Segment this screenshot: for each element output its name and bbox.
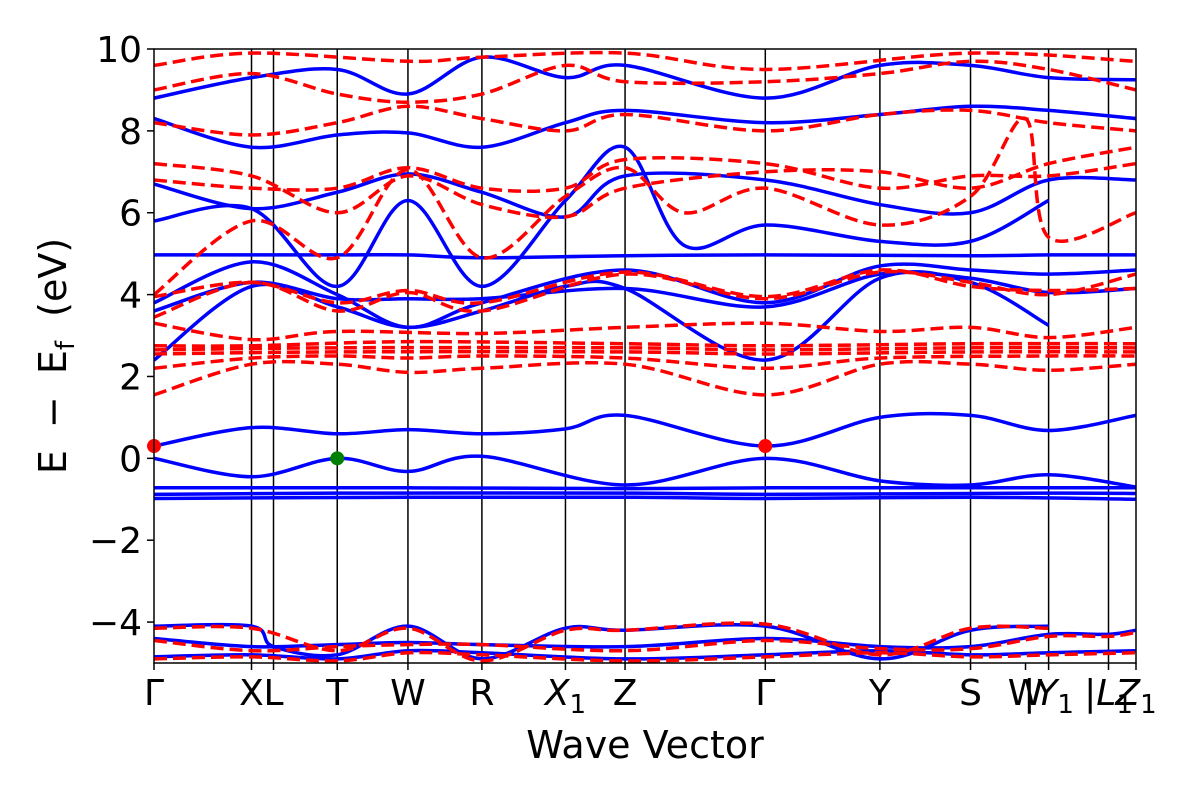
- band-edge-marker: [330, 451, 345, 466]
- dashed-band-line: [154, 345, 1136, 352]
- y-tick-label: 8: [119, 112, 142, 153]
- y-axis-label: E − Ef (eV): [31, 238, 83, 474]
- plot-frame: [153, 48, 1137, 664]
- solid-band-line: [154, 144, 1050, 289]
- dashed-band-line: [154, 145, 1136, 220]
- x-tick-label: W: [390, 673, 426, 714]
- band-series: [154, 50, 1136, 663]
- x-tick-label: R: [469, 673, 494, 714]
- solid-band-line: [154, 485, 1136, 491]
- x-tick-label: |Y1: [1023, 673, 1074, 720]
- dashed-band-line: [154, 321, 1136, 342]
- dashed-band-line: [154, 155, 1136, 193]
- dashed-band-line: [154, 359, 1136, 397]
- y-axis-label-e: E: [31, 450, 75, 474]
- solid-band-line: [154, 252, 1136, 260]
- solid-band-line: [154, 270, 1136, 313]
- y-axis-label-sub: f: [51, 340, 81, 350]
- dashed-band-line: [154, 630, 1136, 653]
- y-tick-label: −2: [89, 521, 142, 562]
- solid-band-line: [154, 55, 1136, 100]
- solid-band-line: [154, 495, 1136, 502]
- solid-band-line: [154, 491, 1136, 497]
- dashed-band-line: [154, 269, 1136, 319]
- y-tick-label: 4: [119, 276, 142, 317]
- y-axis-ticks: −4 −2 0 2 4 6 8 10: [89, 30, 154, 644]
- solid-band-line: [154, 260, 1136, 330]
- x-tick-label: Y: [868, 673, 892, 714]
- dashed-band-line: [154, 268, 1136, 305]
- x-tick-label: Z1: [1114, 673, 1156, 720]
- y-axis-label-ef: E: [31, 350, 75, 374]
- y-axis-label-unit: (eV): [31, 238, 75, 317]
- solid-band-line: [154, 104, 1136, 150]
- x-tick-label: Z: [613, 673, 638, 714]
- x-tick-label: T: [325, 673, 349, 714]
- dashed-band-line: [154, 104, 1136, 137]
- solid-band-line: [154, 171, 1136, 219]
- x-tick-label: S: [959, 673, 982, 714]
- solid-band-line: [154, 454, 1136, 489]
- y-tick-label: 2: [119, 357, 142, 398]
- x-tick-label: X1: [543, 673, 586, 720]
- solid-band-line: [154, 628, 1136, 650]
- x-axis-label: Wave Vector: [526, 723, 764, 767]
- y-tick-label: −4: [89, 603, 142, 644]
- y-tick-label: 0: [119, 439, 142, 480]
- x-tick-label: Γ: [144, 673, 164, 714]
- x-tick-label: W: [1008, 673, 1044, 714]
- x-tick-label: L: [263, 673, 283, 714]
- x-tick-label: X: [239, 673, 264, 714]
- band-edge-marker: [758, 439, 773, 454]
- x-tick-label: Γ: [755, 673, 775, 714]
- dashed-band-line: [154, 349, 1136, 356]
- y-tick-label: 6: [119, 194, 142, 235]
- solid-band-line: [154, 648, 1136, 661]
- dashed-band-line: [154, 650, 1136, 663]
- dashed-band-line: [154, 59, 1136, 104]
- x-tick-label: |L1: [1084, 673, 1133, 720]
- y-axis-label-minus: −: [31, 396, 75, 428]
- dashed-band-line: [154, 354, 1136, 371]
- dashed-band-line: [154, 339, 1136, 348]
- solid-band-line: [154, 411, 1136, 448]
- y-tick-label: 10: [96, 30, 142, 71]
- dashed-band-line: [154, 50, 1136, 72]
